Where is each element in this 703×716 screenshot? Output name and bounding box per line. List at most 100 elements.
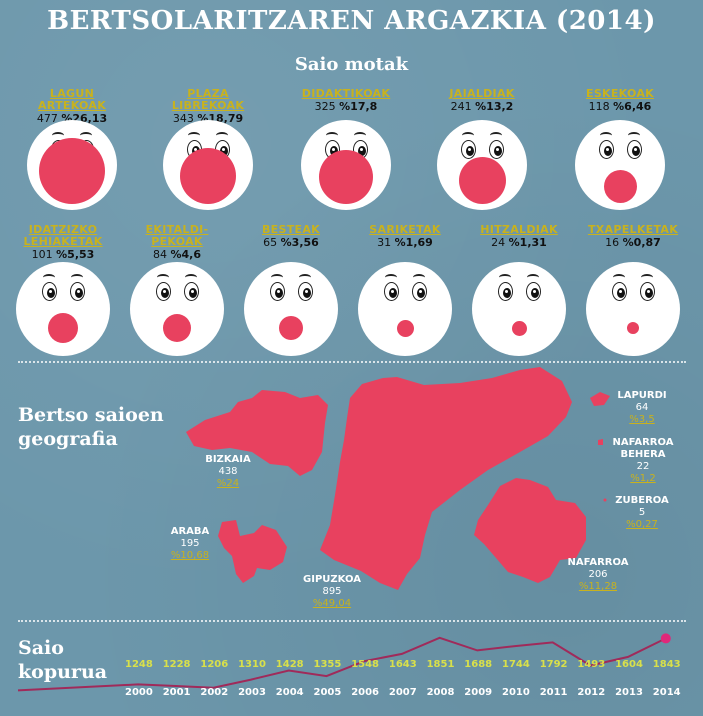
session-type-item: PLAZA LIBREKOAK 343 %18,79: [152, 87, 264, 126]
region-pct: %10,68: [170, 550, 210, 561]
session-type-label: EKITALDI-PEKOAK: [145, 223, 209, 248]
map-nafarroa: [474, 478, 586, 583]
session-count: 325: [314, 100, 336, 113]
region-araba: ARABA 195 %10,68: [158, 526, 222, 562]
map-bizkaia: [186, 390, 328, 476]
session-count: 241: [450, 100, 472, 113]
right-eye: [627, 140, 642, 159]
region-count: 22: [636, 461, 650, 472]
left-eye: [384, 282, 399, 301]
session-type-value: 16 %0,87: [577, 236, 689, 249]
value-label: 1206: [200, 659, 229, 670]
region-nafarroa: NAFARROA 206 %11,28: [566, 557, 630, 593]
mouth-circle: [319, 150, 373, 204]
right-eye: [70, 282, 85, 301]
region-count: 64: [635, 402, 649, 413]
region-bizkaia: BIZKAIA 438 %24: [196, 454, 260, 490]
eyebrow: [157, 274, 169, 281]
session-type-value: 325 %17,8: [290, 100, 402, 113]
map-nafarroa-behera: [598, 439, 603, 445]
session-type-value: 24 %1,31: [463, 236, 575, 249]
main-title: BERTSOLARITZAREN ARGAZKIA (2014): [47, 6, 656, 36]
map-araba: [218, 520, 287, 583]
region-zuberoa: ZUBEROA 5 %0,27: [612, 495, 672, 531]
session-pct: %0,87: [622, 236, 661, 249]
eyebrow: [490, 132, 502, 139]
divider-bottom: [18, 620, 686, 622]
face-icon: [130, 262, 224, 356]
eyebrow: [271, 274, 283, 281]
session-type-item: SARIKETAK 31 %1,69: [349, 224, 461, 250]
mouth-circle: [627, 322, 639, 334]
year-label: 2005: [313, 687, 342, 698]
session-type-item: BESTEAK 65 %3,56: [235, 224, 347, 250]
map-gipuzkoa: [320, 367, 572, 590]
region-pct: %0,27: [626, 519, 658, 530]
session-type-value: 101 %5,53: [7, 248, 119, 261]
session-type-value: 241 %13,2: [426, 100, 538, 113]
region-nafarroa-behera: NAFARROA BEHERA 22 %1,2: [610, 437, 676, 485]
session-count: 16: [605, 236, 620, 249]
region-name: GIPUZKOA: [303, 574, 361, 585]
session-type-value: 118 %6,46: [564, 100, 676, 113]
year-label: 2011: [539, 687, 568, 698]
session-type-item: LAGUN ARTEKOAK 477 %26,13: [16, 87, 128, 126]
geografia-heading-line1: Bertso saioen: [18, 404, 164, 426]
session-count: 84: [152, 248, 167, 261]
value-label: 1548: [351, 659, 380, 670]
eyebrow: [613, 274, 625, 281]
face-icon: [437, 120, 527, 210]
kopurua-heading-line1: Saio: [18, 637, 64, 659]
eyebrow: [641, 274, 653, 281]
year-label: 2004: [275, 687, 304, 698]
mouth-circle: [39, 138, 105, 204]
session-pct: %13,2: [475, 100, 514, 113]
region-name: LAPURDI: [617, 390, 667, 401]
year-label: 2014: [652, 687, 681, 698]
mouth-circle: [279, 316, 303, 340]
region-count: 5: [638, 507, 646, 518]
eyebrow: [185, 274, 197, 281]
value-label: 1604: [615, 659, 643, 670]
region-name-line2: BEHERA: [620, 449, 666, 460]
face-icon: [472, 262, 566, 356]
region-pct: %49,04: [312, 598, 352, 609]
face-icon: [16, 262, 110, 356]
right-eye: [489, 140, 504, 159]
session-type-value: 31 %1,69: [349, 236, 461, 249]
divider-top: [18, 361, 686, 363]
eyebrow: [43, 274, 55, 281]
session-type-item: TXAPELKETAK 16 %0,87: [577, 223, 689, 250]
face-icon: [575, 120, 665, 210]
session-pct: %17,8: [339, 100, 378, 113]
left-eye: [612, 282, 627, 301]
eyebrow: [600, 132, 612, 139]
session-count: 31: [377, 236, 392, 249]
right-eye: [184, 282, 199, 301]
session-count: 343: [172, 112, 194, 125]
map-lapurdi: [590, 392, 610, 406]
left-eye: [42, 282, 57, 301]
session-count: 65: [263, 236, 278, 249]
value-label: 1310: [238, 659, 266, 670]
face-icon: [163, 120, 253, 210]
session-count: 118: [588, 100, 610, 113]
session-type-label: LAGUN ARTEKOAK: [37, 87, 107, 112]
session-type-label: IDATZIZKO LEHIAKETAK: [23, 223, 103, 248]
session-type-item: ESKEKOAK 118 %6,46: [564, 88, 676, 114]
value-label: 1428: [275, 659, 304, 670]
left-eye: [156, 282, 171, 301]
mouth-circle: [458, 157, 506, 204]
region-count: 895: [322, 586, 342, 597]
eyebrow: [188, 132, 200, 139]
year-label: 2006: [351, 687, 380, 698]
session-type-label: PLAZA LIBREKOAK: [171, 87, 245, 112]
region-count: 206: [588, 569, 608, 580]
region-count: 195: [180, 538, 200, 549]
mouth-circle: [396, 319, 414, 337]
region-pct: %24: [216, 478, 240, 489]
mouth-circle: [163, 314, 191, 342]
face-icon: [586, 262, 680, 356]
session-type-label: TXAPELKETAK: [587, 223, 679, 236]
